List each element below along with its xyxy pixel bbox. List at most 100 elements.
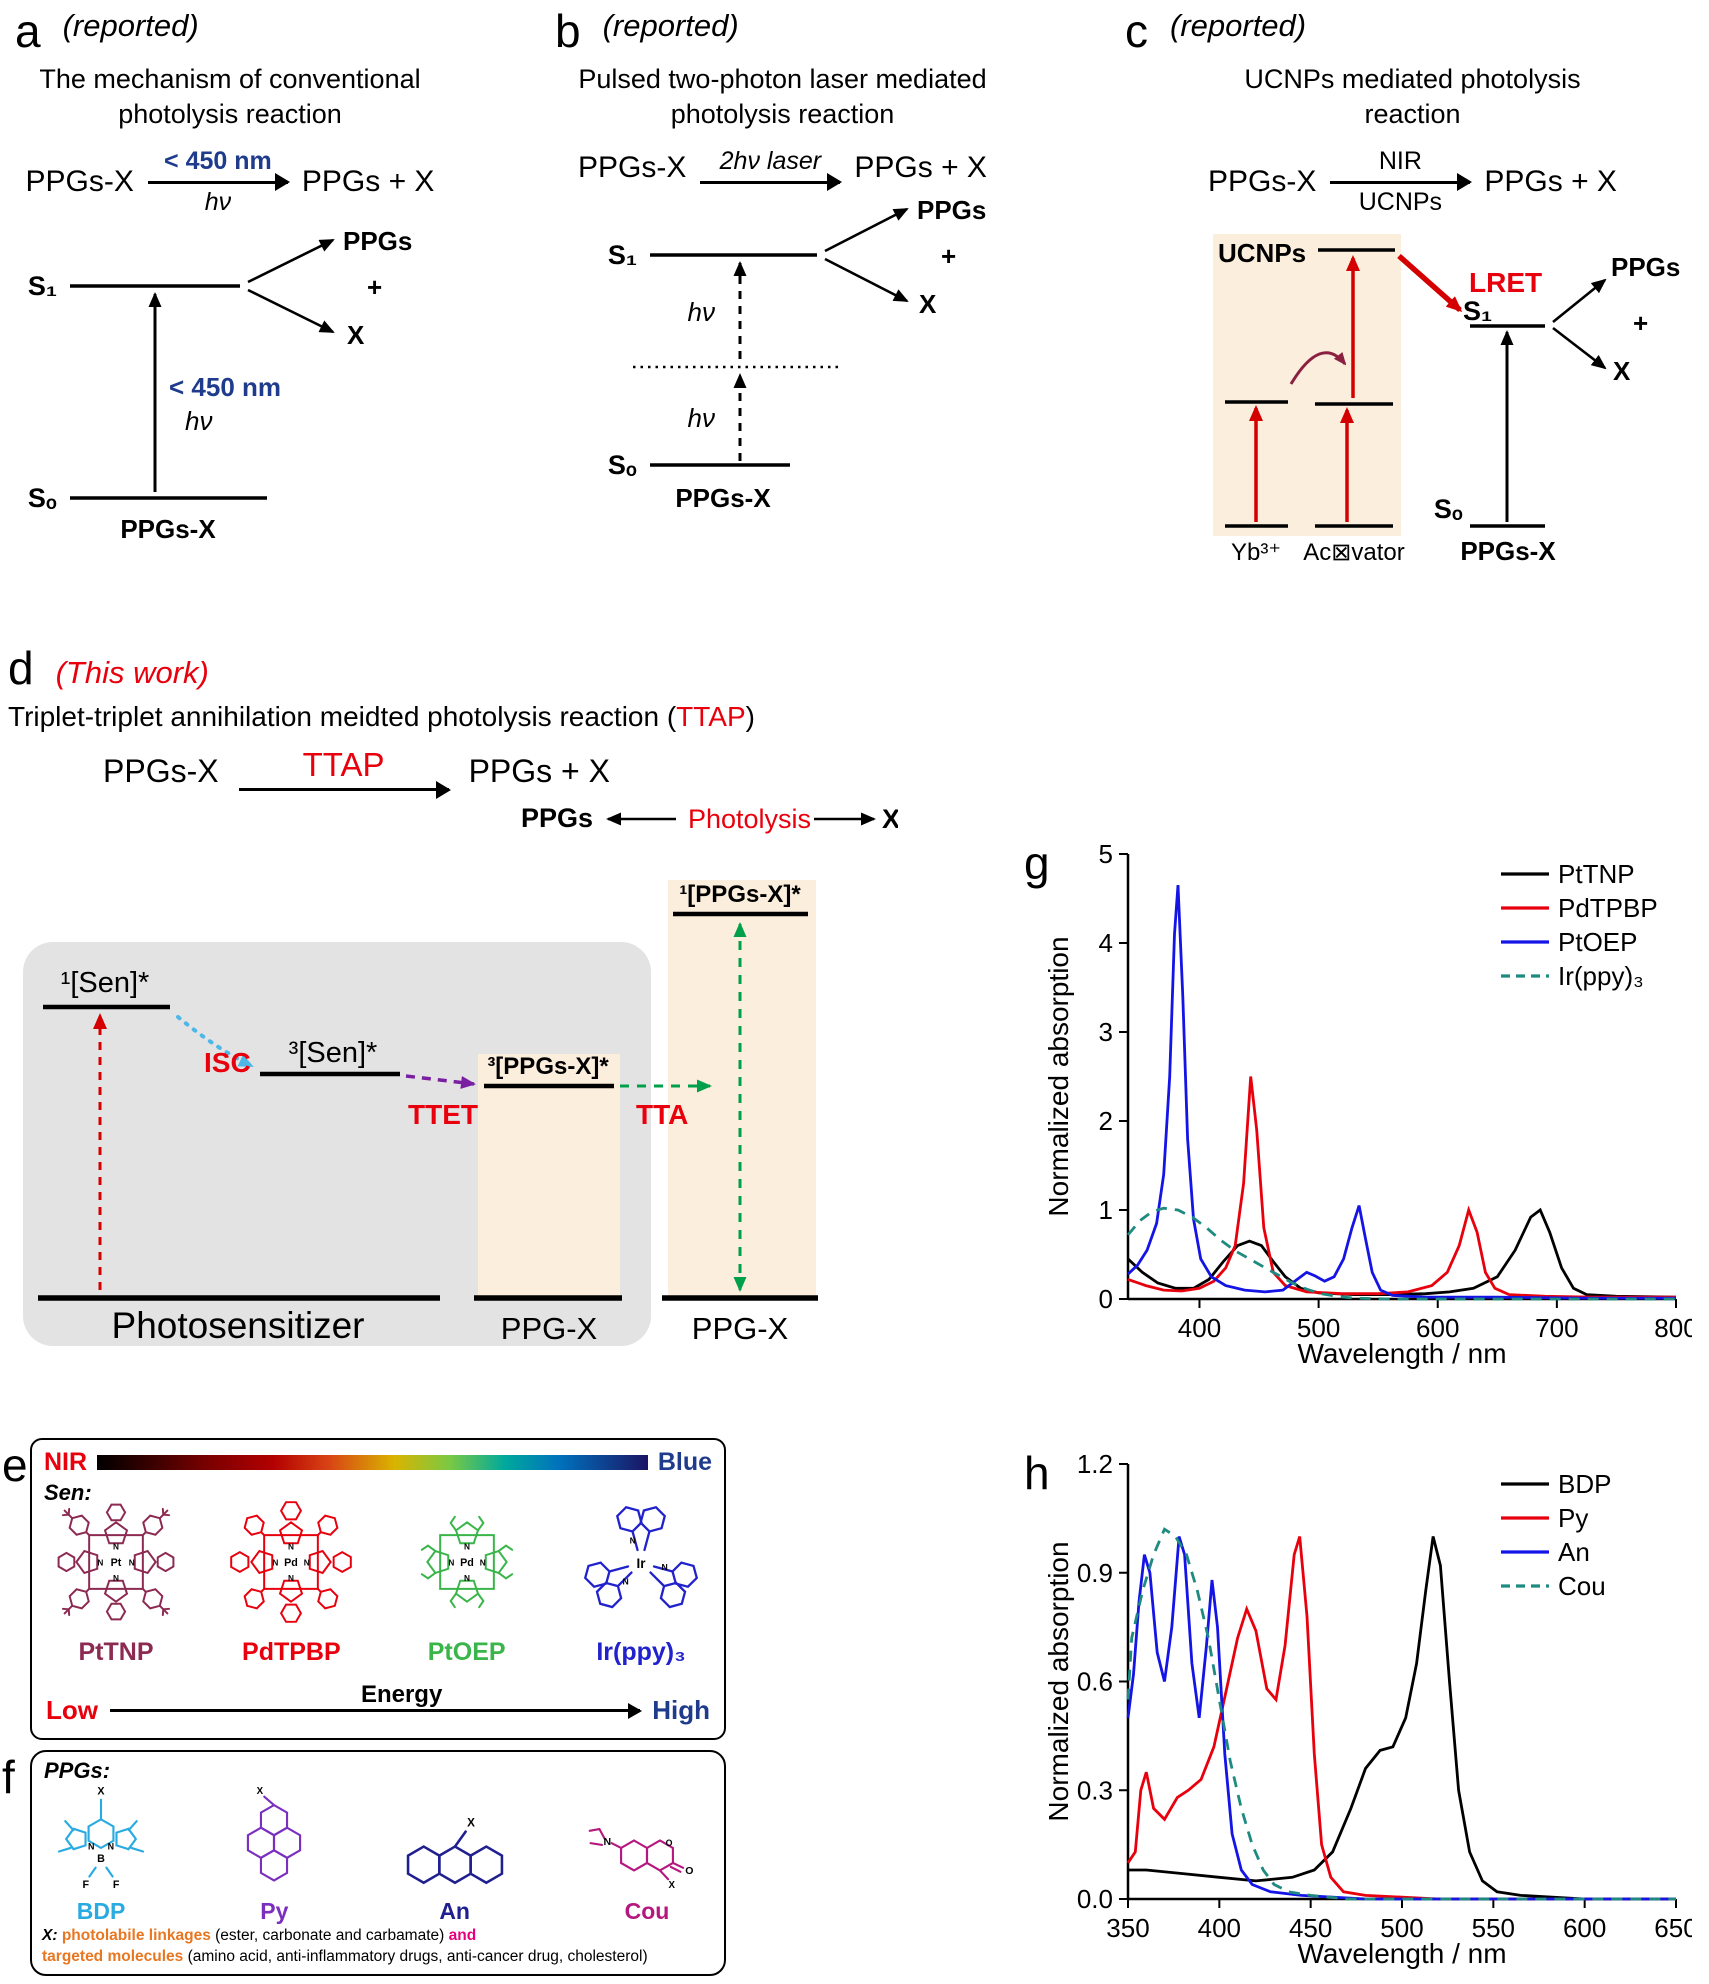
x-tick-label: 700 (1535, 1313, 1578, 1343)
x-tick-label: 500 (1380, 1913, 1423, 1943)
x-product-label: X (882, 804, 898, 834)
excitation-wavelength-label: < 450 nm (169, 372, 281, 402)
energy-transfer-curve-arrow (1289, 351, 1347, 385)
ground-state-label: PPGs-X (120, 514, 216, 544)
legend-label: Py (1558, 1503, 1588, 1533)
sensitizer-list-label: Sen: (44, 1480, 92, 1505)
panel-d-label: d (8, 642, 34, 694)
panel-e-box: NIR Blue Sen: N N N N Pt PtTNP N N N N Pd PdTPBP… (30, 1438, 726, 1740)
ppgx-singlet-column (668, 880, 816, 1297)
x-definition-text: X: photolabile linkages (ester, carbonat… (42, 1927, 648, 1966)
y-tick-label: 4 (1099, 928, 1113, 958)
x-tick-label: 600 (1563, 1913, 1606, 1943)
nir-label: NIR (44, 1448, 88, 1476)
ttet-label: TTET (408, 1099, 478, 1130)
triplet-sensitizer-label: ³[Sen]* (289, 1037, 378, 1069)
arrow-bottom-label: hν (204, 187, 232, 216)
panel-d-tag: (This work) (55, 655, 209, 690)
ppgs-list-label: PPGs: (44, 1758, 111, 1783)
cou-column: O O N X Cou (580, 1820, 714, 1925)
ppgs-product-label: PPGs (1611, 252, 1680, 282)
panel-a-label: a (15, 5, 41, 57)
legend-label: BDP (1558, 1469, 1611, 1499)
x-axis-label: Wavelength / nm (1297, 1338, 1506, 1369)
svg-text:O: O (685, 1865, 693, 1877)
py-label: Py (260, 1898, 289, 1924)
panel-b-label: b (555, 5, 581, 57)
svg-text:X: X (467, 1816, 475, 1829)
bdp-label: BDP (76, 1898, 126, 1924)
y-tick-label: 0.3 (1077, 1775, 1113, 1805)
x-tick-label: 350 (1106, 1913, 1149, 1943)
legend-label: An (1558, 1537, 1590, 1567)
high-label: High (652, 1695, 710, 1725)
panel-d-title: Triplet-triplet annihilation meidted pho… (8, 701, 755, 732)
x-tick-label: 400 (1178, 1313, 1221, 1343)
arrow-shaft (238, 788, 449, 792)
cou-structure: O O N X (588, 1827, 693, 1891)
svg-text:F: F (83, 1879, 90, 1891)
svg-text:Pd: Pd (460, 1557, 474, 1569)
hv-label: hν (185, 406, 212, 436)
irppy-label: Ir(ppy)₃ (596, 1638, 686, 1666)
pttnp-label: PtTNP (78, 1638, 154, 1666)
arrow-shaft (1330, 180, 1471, 184)
svg-text:N: N (113, 1574, 119, 1583)
svg-text:N: N (622, 1576, 628, 1586)
s1-label: S₁ (608, 240, 637, 270)
reaction-scheme-b: PPGs-X 2hν laser PPGs + X (555, 148, 1010, 189)
svg-text:N: N (288, 1574, 294, 1583)
product-d: PPGs + X (468, 753, 610, 790)
ttap-arrow-label: TTAP (302, 746, 385, 783)
an-column: X An (389, 1810, 521, 1925)
panel-b-energy-diagram: S₁ PPGs + X hν hν Sₒ PPGs-X (608, 195, 987, 513)
sensitizer-molecules-row: N N N N Pt PtTNP N N N N Pd PdTPBP N N N N Pd PtOEP … (40, 1486, 716, 1667)
activator-label: Ac⊠vator (1303, 539, 1404, 566)
energy-gradient-bar (97, 1455, 648, 1470)
bdp-structure: X N NB F F (57, 1785, 145, 1891)
legend-label: PtOEP (1558, 927, 1637, 957)
svg-text:X: X (257, 1786, 264, 1797)
panel-b-tag: (reported) (602, 8, 739, 43)
isc-label: ISC (204, 1047, 251, 1078)
panel-g: g 400 500 600 700 800 0 1 2 3 4 5 Wavelength / nm No… (1008, 836, 1698, 1376)
reaction-arrow-d: TTAP (238, 746, 449, 796)
irppy-structure: Ir N N N (583, 1505, 699, 1609)
x-tick-label: 650 (1654, 1913, 1692, 1943)
x-tick-label: 450 (1289, 1913, 1332, 1943)
ppgx-right-label: PPG-X (692, 1311, 789, 1346)
series-Py (1126, 1536, 1676, 1901)
energy-scale-bar-row: NIR Blue (44, 1448, 712, 1477)
svg-text:N: N (129, 1558, 135, 1567)
lret-label: LRET (1469, 267, 1542, 298)
reactant-c: PPGs-X (1208, 165, 1317, 199)
svg-text:N: N (88, 1842, 94, 1852)
pttnp-structure: N N N N Pt (57, 1503, 175, 1621)
s0-label: Sₒ (1434, 494, 1463, 524)
energy-label: Energy (360, 1681, 443, 1708)
pdtpbp-column: N N N N Pd PdTPBP (215, 1486, 367, 1667)
x-product-label: X (919, 289, 937, 319)
energy-axis-row: Low Energy High (46, 1681, 710, 1726)
y-tick-label: 0.6 (1077, 1667, 1113, 1697)
svg-text:N: N (448, 1558, 454, 1567)
photosensitizer-label: Photosensitizer (112, 1305, 365, 1346)
s0-label: Sₒ (28, 483, 57, 513)
py-structure: X (247, 1786, 302, 1882)
ground-state-label: PPGs-X (675, 483, 771, 513)
panel-d: d (This work) Triplet-triplet annihilati… (8, 645, 908, 1367)
ppgx-triplet-column (478, 1054, 620, 1297)
panel-c-energy-diagram: UCNPs Yb³⁺ Ac⊠vator LRET S₁ PPGs + X Sₒ … (1213, 234, 1680, 566)
arrow-top-label: < 450 nm (164, 147, 272, 176)
reactant-d: PPGs-X (103, 753, 219, 790)
blue-label: Blue (657, 1448, 712, 1476)
y-tick-label: 1.2 (1077, 1449, 1113, 1479)
reaction-scheme-a: PPGs-X < 450 nm hν PPGs + X (15, 148, 445, 216)
panel-h: h 350 400 450 500 550 600 650 0.0 0.3 0.6 0.9 1.2 Wa… (1008, 1446, 1698, 1976)
x-tick-label: 500 (1297, 1313, 1340, 1343)
svg-text:N: N (304, 1558, 310, 1567)
svg-text:N: N (464, 1574, 470, 1583)
